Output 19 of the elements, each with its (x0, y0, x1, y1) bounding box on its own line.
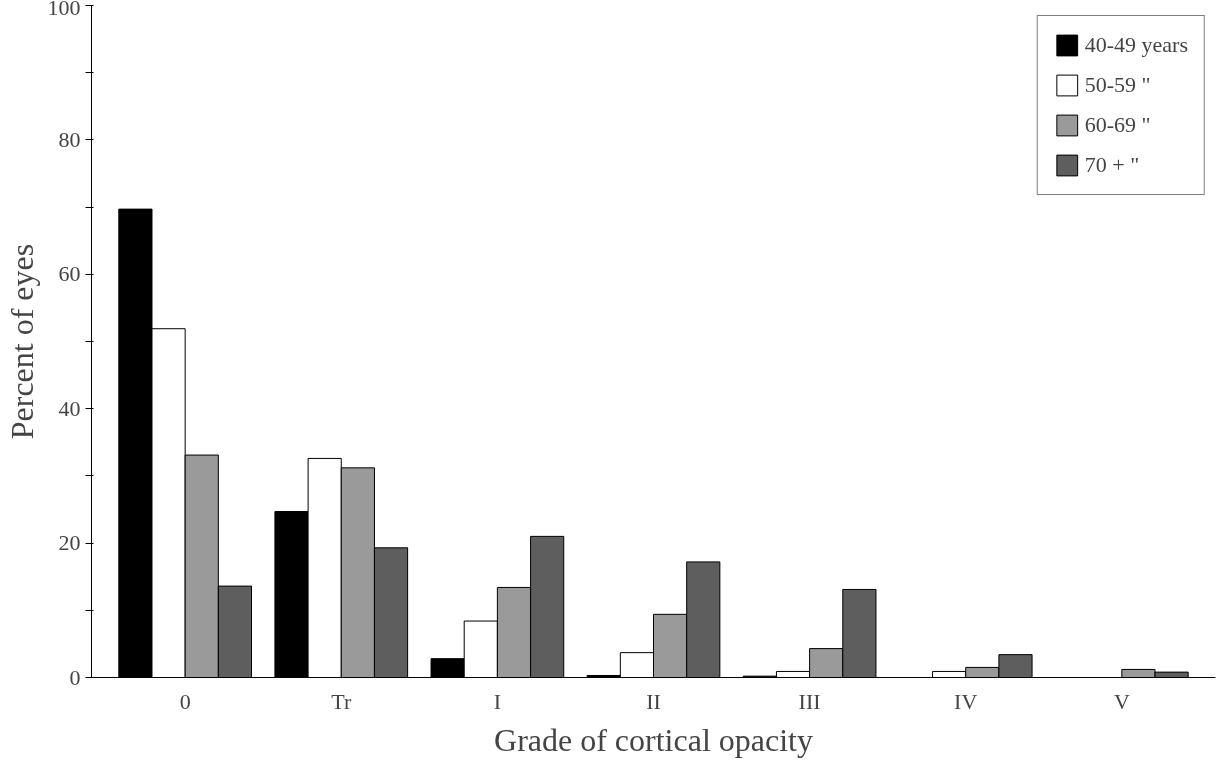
x-tick-label: IV (954, 688, 978, 714)
legend-label: 60-69 " (1084, 112, 1151, 138)
x-tick-label: 0 (179, 688, 191, 714)
y-tick-label: 20 (58, 530, 81, 556)
x-axis-title: Grade of cortical opacity (494, 721, 813, 758)
y-tick-label: 100 (47, 0, 81, 20)
x-tick-label: I (493, 688, 502, 714)
x-tick-label: Tr (331, 688, 352, 714)
y-axis-title: Percent of eyes (3, 243, 40, 440)
legend-label: 70 + " (1084, 152, 1140, 178)
y-tick-label: 40 (58, 395, 81, 421)
y-tick-label: 80 (58, 126, 81, 152)
y-tick-label: 60 (58, 261, 81, 287)
y-tick-label: 0 (69, 664, 81, 690)
x-tick-label: V (1113, 688, 1130, 714)
x-tick-label: II (646, 688, 661, 714)
legend-label: 40-49 years (1084, 32, 1188, 58)
x-tick-label: III (798, 688, 821, 714)
legend-label: 50-59 " (1084, 72, 1151, 98)
